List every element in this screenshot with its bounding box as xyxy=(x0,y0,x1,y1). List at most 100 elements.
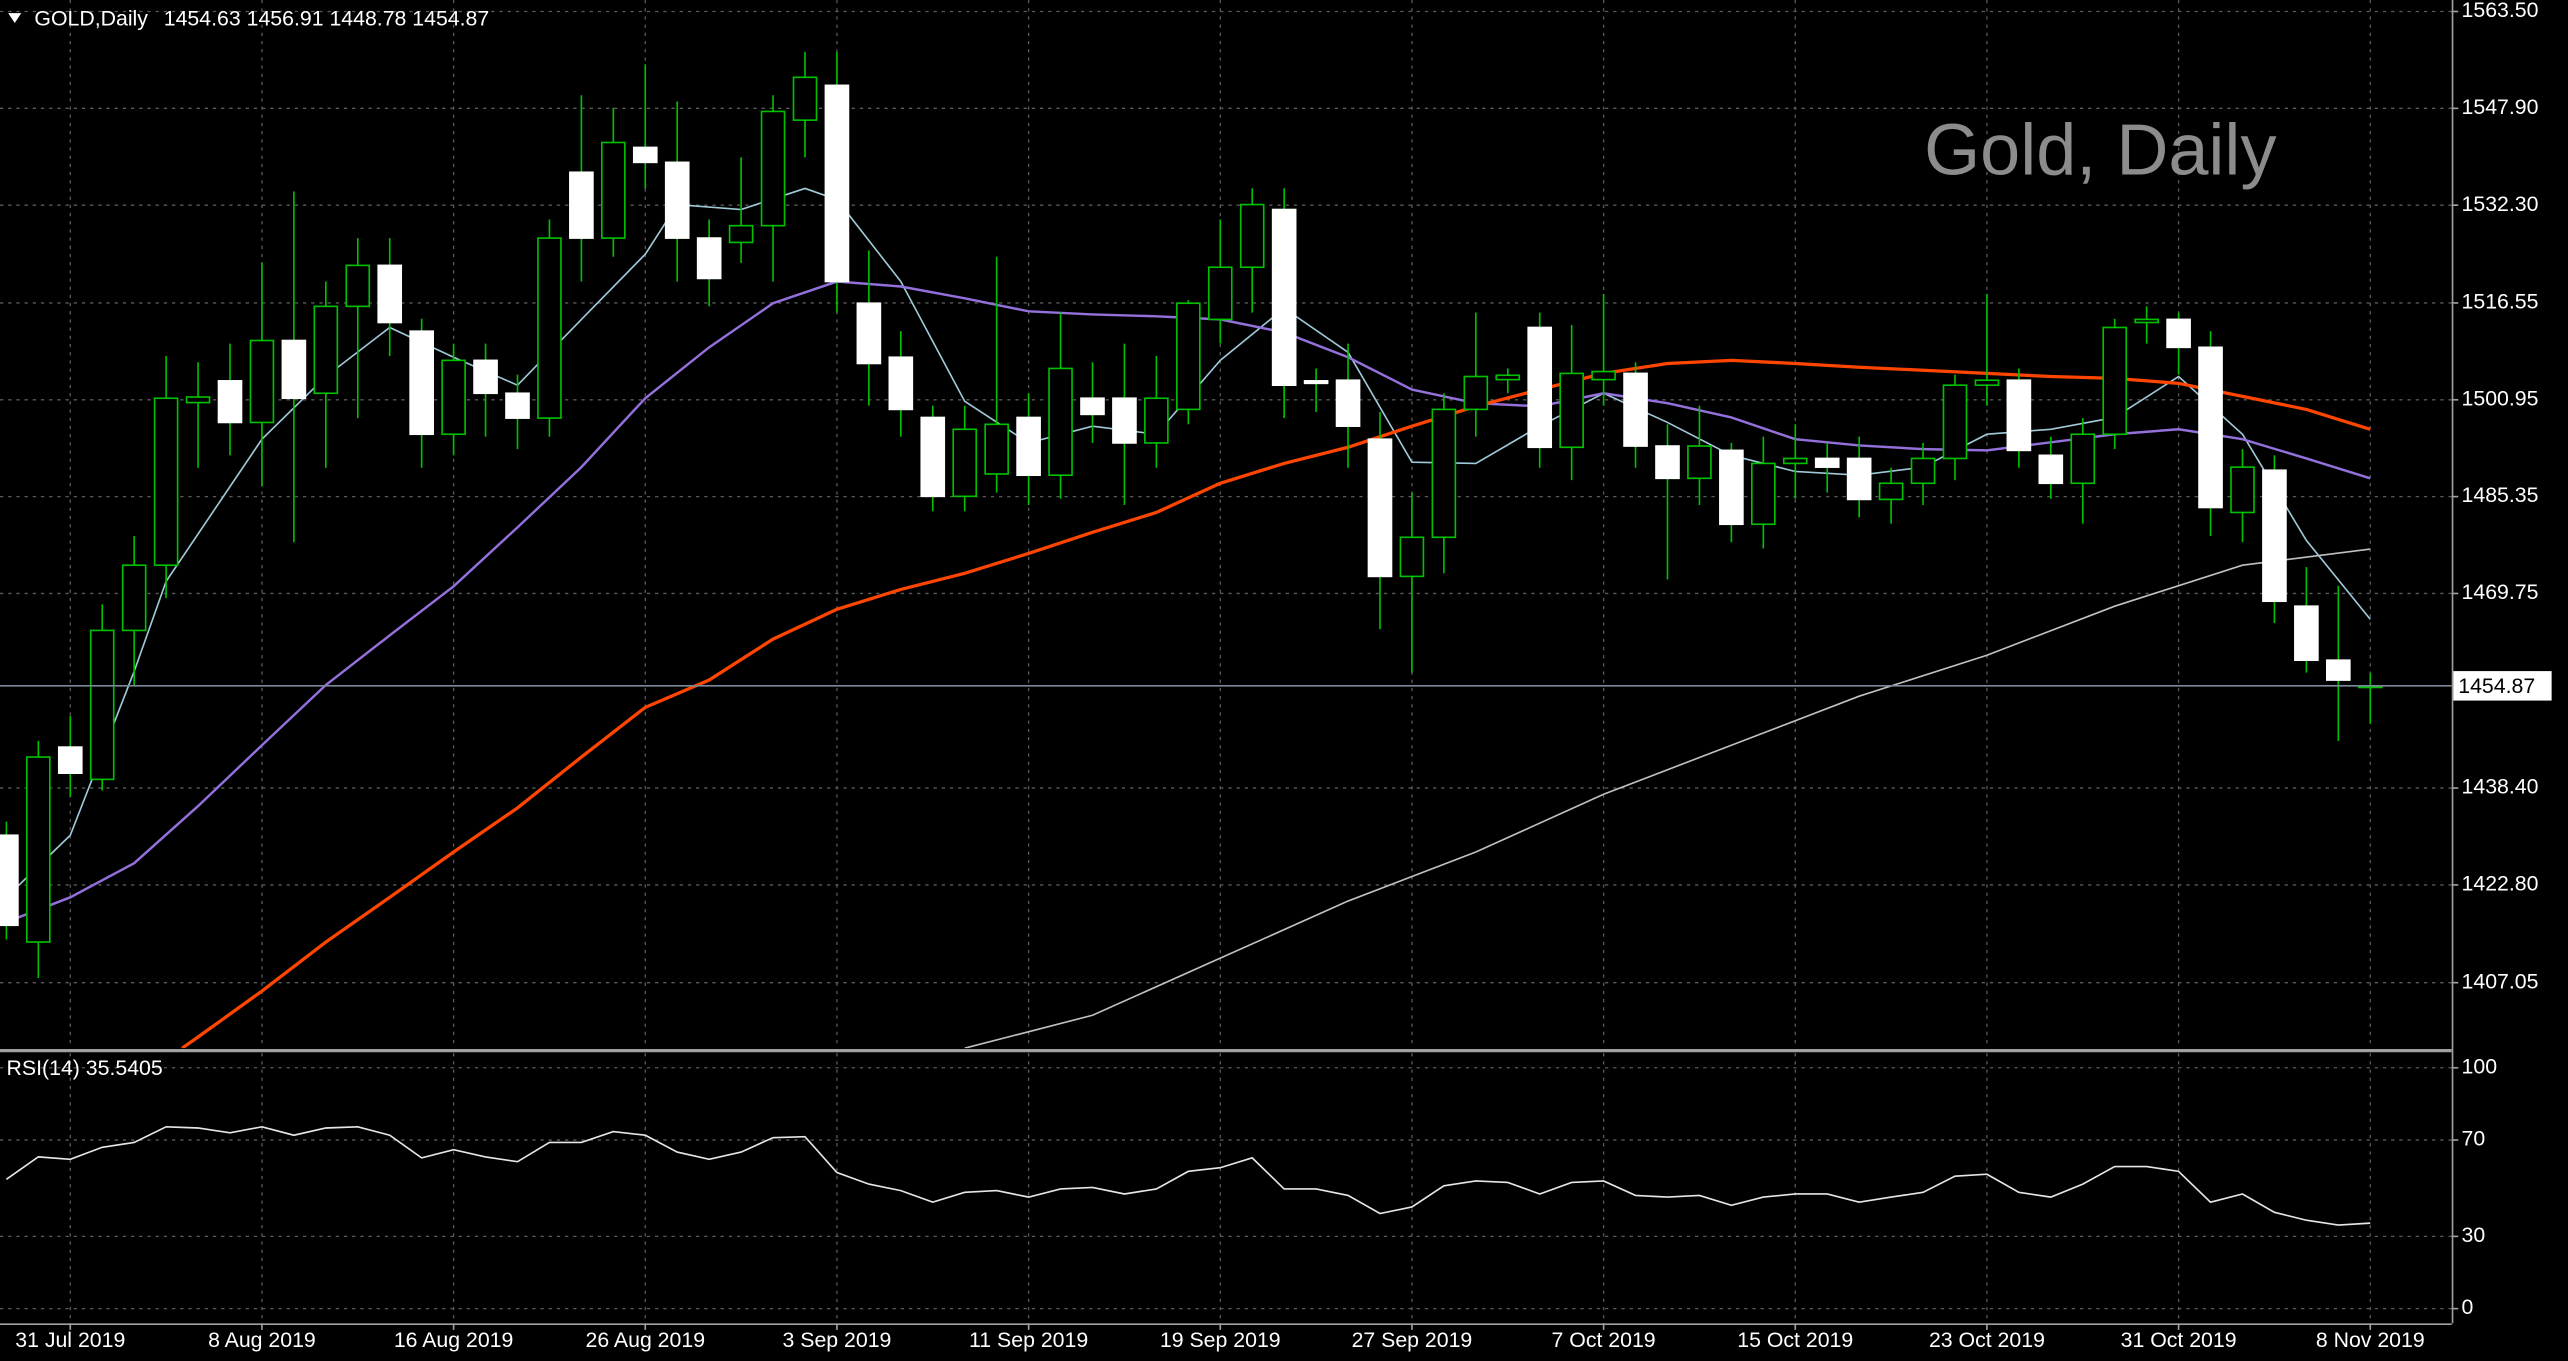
candle-body xyxy=(728,224,754,244)
x-tick-label: 31 Oct 2019 xyxy=(2121,1328,2237,1352)
watermark: Gold, Daily xyxy=(1924,111,2276,191)
candle-body xyxy=(2198,346,2223,509)
candle-body xyxy=(760,110,786,227)
candle-body xyxy=(1207,266,1233,321)
candle-body xyxy=(1942,384,1968,460)
y-tick-label: 1438.40 xyxy=(2462,775,2539,799)
x-tick-label: 26 Aug 2019 xyxy=(586,1328,706,1352)
x-tick-label: 27 Sep 2019 xyxy=(1352,1328,1473,1352)
candle-body xyxy=(57,746,83,774)
candle-body xyxy=(1016,416,1041,477)
x-tick-label: 16 Aug 2019 xyxy=(394,1328,514,1352)
y-tick-label: 1516.55 xyxy=(2462,290,2539,314)
y-tick-label: 1469.75 xyxy=(2462,580,2539,604)
candle-body xyxy=(441,359,466,436)
moving-average-line xyxy=(964,548,2371,1049)
candle-body xyxy=(345,264,371,308)
candle-body xyxy=(888,356,914,411)
candle-body xyxy=(2294,605,2319,662)
y-tick-label: 1485.35 xyxy=(2462,483,2539,507)
candle-body xyxy=(1080,397,1105,416)
candle-body xyxy=(856,302,882,365)
candle-body xyxy=(2325,659,2351,681)
indicator xyxy=(5,1125,2371,1226)
candle-body xyxy=(473,359,498,395)
candle-body xyxy=(1112,397,1137,444)
x-tick-label: 3 Sep 2019 xyxy=(783,1328,892,1352)
candle-body xyxy=(1719,449,1744,526)
candle-body xyxy=(1591,370,1616,381)
candle-body xyxy=(217,380,243,424)
candle-body xyxy=(377,264,403,324)
candle-body xyxy=(249,339,275,424)
y-tick-label: 70 xyxy=(2462,1127,2486,1151)
moving-average-line xyxy=(181,358,2371,1049)
candle-body xyxy=(696,237,722,280)
y-tick-label: 1547.90 xyxy=(2462,95,2539,119)
candle-body xyxy=(1495,374,1521,381)
candle-body xyxy=(1655,445,1680,480)
candle-body xyxy=(984,423,1009,475)
menu-triangle[interactable] xyxy=(8,13,22,23)
candle-body xyxy=(1303,380,1329,385)
candle-body xyxy=(1399,536,1425,578)
candle-body xyxy=(1367,438,1393,578)
y-tick-label: 1407.05 xyxy=(2462,969,2539,993)
y-tick-label: 0 xyxy=(2462,1295,2474,1319)
y-tick-label: 1532.30 xyxy=(2462,192,2539,216)
candle-body xyxy=(2038,454,2064,485)
x-tick-label: 31 Jul 2019 xyxy=(15,1328,125,1352)
rsi-line xyxy=(5,1125,2371,1226)
y-tick-label: 100 xyxy=(2462,1054,2498,1078)
ohlc-info: 1454.63 1456.91 1448.78 1454.87 xyxy=(164,6,489,30)
x-tick-label: 7 Oct 2019 xyxy=(1552,1328,1656,1352)
candle-body xyxy=(1048,367,1073,477)
y-tick-label: 1422.80 xyxy=(2462,872,2539,896)
candle-body xyxy=(26,756,51,943)
candle-body xyxy=(792,76,818,121)
candle-body xyxy=(313,305,339,395)
candle-body xyxy=(281,339,307,400)
candle-body xyxy=(1271,208,1297,387)
last-price-box xyxy=(2453,671,2552,701)
candles xyxy=(0,51,2452,1049)
candle-body xyxy=(121,564,147,632)
candle-body xyxy=(2102,326,2128,436)
candle-body xyxy=(664,161,690,239)
x-tick-label: 15 Oct 2019 xyxy=(1737,1328,1853,1352)
symbol-title: GOLD,Daily xyxy=(34,6,148,30)
candle-body xyxy=(1559,372,1584,449)
candle-body xyxy=(2262,469,2287,603)
y-tick-label: 1563.50 xyxy=(2462,0,2539,22)
candle-body xyxy=(0,834,19,927)
plot-layer xyxy=(0,51,2452,1226)
x-tick-label: 19 Sep 2019 xyxy=(1160,1328,1281,1352)
candle-body xyxy=(1782,457,1808,465)
candle-body xyxy=(1431,408,1457,539)
candle-body xyxy=(569,171,594,239)
candle-body xyxy=(1814,457,1840,468)
last-price-label: 1454.87 xyxy=(2458,674,2535,698)
candle-body xyxy=(2006,379,2032,452)
candle-body xyxy=(2134,318,2159,324)
y-tick-label: 30 xyxy=(2462,1223,2486,1247)
candle-body xyxy=(1751,462,1776,526)
candle-body xyxy=(1910,457,1936,485)
candle-body xyxy=(1144,397,1169,444)
axis-layer: 31 Jul 2019 8 Aug 2019 16 Aug 2019 26 Aug 2… xyxy=(15,0,2552,1352)
candle-body xyxy=(1239,203,1265,269)
x-tick-label: 8 Aug 2019 xyxy=(208,1328,316,1352)
candle-body xyxy=(409,330,434,436)
candle-body xyxy=(824,84,850,283)
candle-body xyxy=(505,392,530,419)
candle-body xyxy=(601,141,626,239)
candle-body xyxy=(89,629,115,781)
candle-body xyxy=(2166,318,2191,349)
candle-body xyxy=(537,237,562,419)
x-tick-label: 8 Nov 2019 xyxy=(2316,1328,2425,1352)
candle-body xyxy=(1623,372,1648,447)
candle-body xyxy=(1463,375,1489,411)
candle-body xyxy=(1335,379,1361,427)
